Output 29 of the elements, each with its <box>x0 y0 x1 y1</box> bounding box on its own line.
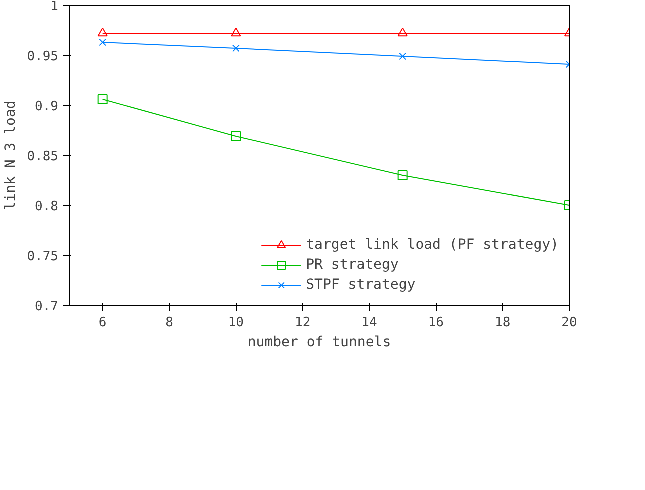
legend-label: target link load (PF strategy) <box>306 237 559 253</box>
point <box>398 170 408 180</box>
y-axis-title: link N 3 load <box>3 100 20 210</box>
point <box>231 132 242 142</box>
x-tick-label: 20 <box>562 316 578 330</box>
y-tick-label: 0.9 <box>35 100 59 114</box>
point <box>98 94 108 104</box>
point <box>231 28 242 37</box>
x-tick-label: 6 <box>98 316 107 330</box>
y-tick-label: 0.85 <box>27 150 59 164</box>
y-tick-label: 0.75 <box>27 250 59 264</box>
x-axis-title: number of tunnels <box>248 334 392 350</box>
x-tick-label: 10 <box>228 316 244 330</box>
x-tick-label: 18 <box>495 316 511 330</box>
x-tick-label: 14 <box>362 316 378 330</box>
point <box>398 28 408 37</box>
legend-label: STPF strategy <box>306 277 416 293</box>
x-tick-label: 12 <box>295 316 311 330</box>
point <box>99 38 107 46</box>
point <box>98 28 108 37</box>
point <box>399 52 407 60</box>
y-tick-label: 0.8 <box>35 200 59 214</box>
y-tick-label: 0.95 <box>27 50 59 64</box>
legend-label: PR strategy <box>306 257 399 273</box>
x-tick-label: 8 <box>166 316 174 330</box>
y-tick-label: 0.7 <box>35 300 59 314</box>
point <box>232 44 240 52</box>
y-tick-label: 1 <box>50 0 58 14</box>
x-tick-label: 16 <box>428 316 444 330</box>
